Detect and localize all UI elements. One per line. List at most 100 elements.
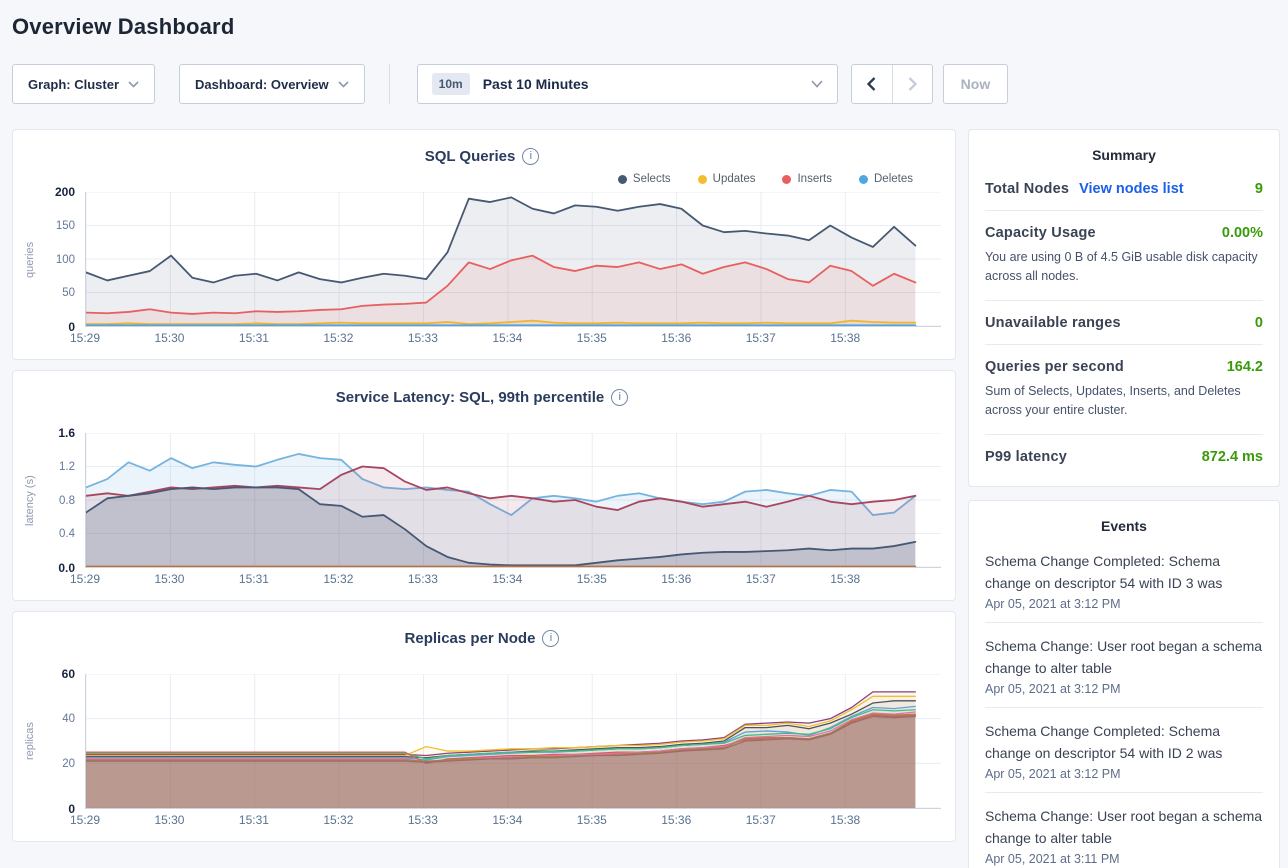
y-tick-label: 0.0 (58, 561, 75, 575)
dashboard-dropdown-label: Dashboard: Overview (195, 76, 329, 92)
time-range-badge: 10m (431, 73, 470, 95)
x-tick-label: 15:38 (830, 572, 861, 586)
charts-column: SQL Queries i Selects Updates Inserts Delet… (12, 129, 956, 852)
x-tick-label: 15:36 (661, 572, 692, 586)
summary-value: 164.2 (1226, 358, 1263, 375)
time-range-dropdown[interactable]: 10m Past 10 Minutes (416, 64, 838, 104)
x-tick-label: 15:31 (238, 572, 269, 586)
legend-dot-icon (697, 174, 707, 184)
chart-plot-area[interactable] (85, 192, 941, 327)
x-tick-label: 15:37 (745, 331, 776, 345)
x-tick-label: 15:35 (576, 331, 607, 345)
legend-dot-icon (617, 174, 627, 184)
x-tick-label: 15:37 (745, 813, 776, 827)
main-content: SQL Queries i Selects Updates Inserts Delet… (12, 129, 1280, 868)
replicas-per-node-chart-card: Replicas per Node i replicas 0 20 40 60 15:… (12, 611, 956, 842)
y-tick-label: 1.6 (58, 426, 75, 440)
legend-label: Updates (712, 173, 756, 185)
summary-row-top: Capacity Usage 0.00% (985, 225, 1263, 241)
event-item: Schema Change Completed: Schema change o… (985, 538, 1263, 623)
chart-plot-area[interactable] (85, 433, 941, 568)
y-tick-label: 0 (68, 802, 75, 816)
graph-dropdown[interactable]: Graph: Cluster (12, 64, 156, 104)
event-item: Schema Change: User root began a schema … (985, 793, 1263, 868)
chevron-right-icon (908, 77, 917, 91)
x-tick-label: 15:31 (238, 813, 269, 827)
summary-row: Queries per second 164.2 Sum of Selects, U… (985, 345, 1263, 435)
summary-row-top: P99 latency 872.4 ms (985, 449, 1263, 465)
series-line-series-5 (86, 710, 915, 759)
x-tick-label: 15:32 (323, 331, 354, 345)
x-tick-label: 15:36 (661, 331, 692, 345)
chart-legend: Selects Updates Inserts Deletes (23, 166, 941, 192)
y-tick-label: 200 (54, 185, 75, 199)
legend-item-deletes[interactable]: Deletes (859, 173, 913, 185)
y-axis-title: latency (s) (24, 475, 36, 526)
summary-value: 872.4 ms (1201, 448, 1263, 465)
summary-row-top: Total Nodes View nodes list 9 (985, 181, 1263, 197)
info-icon[interactable]: i (542, 629, 560, 647)
y-tick-label: 50 (62, 287, 75, 300)
x-axis-ticks: 15:29 15:30 15:31 15:32 15:33 15:34 15:35 15:36… (70, 327, 941, 349)
chart-title-row: Service Latency: SQL, 99th percentile i (23, 387, 941, 407)
now-button: Now (942, 64, 1009, 104)
view-nodes-list-link[interactable]: View nodes list (1079, 181, 1184, 197)
legend-label: Inserts (797, 173, 832, 185)
summary-label: Queries per second (985, 358, 1124, 375)
chart-svg (86, 674, 941, 808)
event-text: Schema Change: User root began a schema … (985, 637, 1263, 676)
chevron-down-icon (338, 80, 349, 88)
summary-label: P99 latency (985, 448, 1067, 465)
time-prev-button[interactable] (851, 65, 892, 103)
series-line-series-red (86, 467, 915, 511)
summary-title: Summary (1092, 147, 1156, 163)
info-icon[interactable]: i (522, 147, 540, 165)
legend-dot-icon (782, 174, 792, 184)
y-tick-label: 40 (62, 713, 75, 725)
series-line-series-blue (86, 454, 915, 515)
info-icon[interactable]: i (611, 388, 629, 406)
side-column: Summary Total Nodes View nodes list 9 Capac… (968, 129, 1280, 868)
x-tick-label: 15:30 (154, 813, 185, 827)
x-tick-label: 15:34 (492, 331, 523, 345)
x-tick-label: 15:34 (492, 813, 523, 827)
legend-item-inserts[interactable]: Inserts (782, 173, 832, 185)
summary-rows: Total Nodes View nodes list 9 Capacity Usag… (985, 167, 1263, 478)
y-axis-ticks: 0 20 40 60 (37, 667, 85, 816)
legend-label: Deletes (874, 173, 913, 185)
legend-item-selects[interactable]: Selects (617, 173, 671, 185)
x-axis-ticks: 15:29 15:30 15:31 15:32 15:33 15:34 15:35 15:36… (70, 568, 941, 590)
chevron-down-icon (128, 80, 139, 88)
legend-item-updates[interactable]: Updates (697, 173, 756, 185)
x-tick-label: 15:30 (154, 572, 185, 586)
x-tick-label: 15:33 (407, 331, 438, 345)
dashboard-dropdown[interactable]: Dashboard: Overview (179, 64, 365, 104)
chart-title: Service Latency: SQL, 99th percentile (335, 388, 605, 406)
summary-row: Unavailable ranges 0 (985, 301, 1263, 345)
chevron-left-icon (867, 77, 876, 91)
chart-plot-area[interactable] (85, 674, 941, 809)
event-text: Schema Change: User root began a schema … (985, 808, 1263, 847)
y-tick-label: 0.4 (59, 528, 75, 541)
series-line-selects (86, 197, 915, 282)
x-tick-label: 15:36 (661, 813, 692, 827)
x-tick-label: 15:34 (492, 572, 523, 586)
x-tick-label: 15:33 (407, 572, 438, 586)
y-tick-label: 20 (62, 758, 75, 770)
time-range-label: Past 10 Minutes (482, 76, 589, 92)
x-axis-ticks: 15:29 15:30 15:31 15:32 15:33 15:34 15:35 15:36… (70, 809, 941, 831)
x-tick-label: 15:38 (830, 331, 861, 345)
summary-value: 0 (1254, 314, 1263, 331)
summary-subtext: You are using 0 B of 4.5 GiB usable disk… (985, 250, 1258, 284)
y-axis-ticks: 0 50 100 150 200 (37, 185, 85, 334)
event-timestamp: Apr 05, 2021 at 3:12 PM (985, 596, 1121, 611)
legend-dot-icon (859, 174, 868, 184)
events-list: Schema Change Completed: Schema change o… (985, 538, 1263, 868)
sql-queries-chart-card: SQL Queries i Selects Updates Inserts Delet… (12, 129, 956, 360)
x-tick-label: 15:29 (69, 813, 101, 827)
event-item: Schema Change: User root began a schema … (985, 623, 1263, 708)
chart-title-row: SQL Queries i (23, 146, 941, 166)
chart-legend (23, 648, 941, 674)
series-line-series-9 (86, 716, 915, 762)
series-line-series-4 (86, 706, 915, 760)
